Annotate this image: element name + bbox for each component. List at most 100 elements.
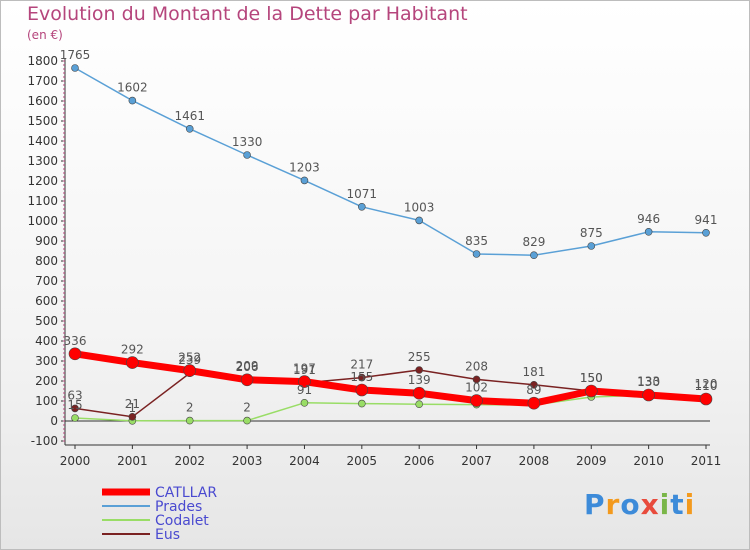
data-label: 150	[580, 371, 603, 385]
y-tick-label: 400	[35, 334, 58, 348]
data-point-codalet	[358, 399, 366, 408]
data-point-catllar	[470, 394, 483, 407]
y-tick-label: 0	[50, 414, 58, 428]
data-point-catllar	[642, 388, 655, 402]
y-tick-label: 500	[35, 314, 58, 328]
data-label: 21	[125, 397, 140, 411]
data-point-catllar	[298, 375, 311, 388]
chart-title: Evolution du Montant de la Dette par Hab…	[27, 3, 468, 25]
data-point-eus	[472, 375, 481, 384]
logo-letter: t	[670, 488, 685, 521]
data-label: 2	[186, 401, 194, 415]
data-label: 1330	[232, 135, 263, 149]
x-tick-label: 2006	[404, 454, 435, 468]
data-label: 1602	[117, 81, 148, 95]
data-label: 150	[580, 371, 603, 385]
data-point-prades	[358, 203, 366, 211]
data-point-codalet	[243, 416, 251, 425]
data-point-catllar	[584, 384, 598, 398]
y-tick-label: 1600	[27, 94, 58, 108]
legend-label: Eus	[155, 527, 180, 543]
data-point-catllar	[183, 364, 197, 377]
data-label: 208	[465, 359, 488, 373]
data-label: 336	[64, 334, 87, 348]
data-point-prades	[300, 176, 309, 185]
x-tick-label: 2002	[174, 454, 205, 468]
data-point-codalet	[300, 398, 309, 407]
data-label: 941	[695, 213, 718, 227]
data-label: 102	[465, 381, 488, 395]
logo-letter: o	[620, 488, 641, 521]
data-point-catllar	[699, 392, 713, 406]
legend-label: Codalet	[155, 513, 209, 529]
logo-letter: i	[659, 488, 671, 521]
logo-letter: r	[605, 488, 621, 521]
data-label: 946	[637, 212, 660, 226]
x-tick-label: 2009	[576, 454, 607, 468]
data-point-prades	[243, 151, 251, 159]
data-point-prades	[530, 251, 538, 259]
data-label: 89	[526, 383, 541, 397]
data-label: 2	[243, 401, 251, 415]
data-label: 239	[178, 353, 201, 367]
data-point-prades	[702, 229, 710, 237]
data-label: 292	[121, 343, 144, 357]
data-point-codalet	[71, 414, 79, 422]
data-label: 1461	[174, 109, 205, 123]
data-point-prades	[472, 250, 481, 258]
data-label: 110	[695, 379, 718, 393]
data-point-catllar	[126, 356, 139, 369]
logo-letter: x	[640, 488, 660, 521]
data-label: 1071	[347, 187, 378, 201]
data-label: 130	[637, 375, 660, 389]
y-tick-label: 1100	[27, 194, 58, 208]
data-label: 139	[408, 373, 431, 387]
y-tick-label: 1500	[27, 114, 58, 128]
logo-letter: P	[584, 488, 606, 521]
data-label: 197	[293, 362, 316, 376]
y-tick-label: 600	[35, 294, 58, 308]
y-tick-label: 1700	[27, 74, 58, 88]
y-tick-label: -100	[31, 434, 58, 448]
x-tick-label: 2010	[633, 454, 664, 468]
data-label: 875	[580, 226, 603, 240]
x-tick-label: 2003	[232, 454, 263, 468]
series-line-prades	[74, 67, 707, 256]
y-tick-label: 1800	[27, 54, 58, 68]
data-point-eus	[415, 366, 423, 374]
data-label: 155	[350, 370, 373, 384]
data-label: 206	[236, 360, 259, 374]
data-point-codalet	[185, 416, 194, 425]
y-tick-label: 800	[35, 254, 58, 268]
y-tick-label: 1400	[27, 134, 58, 148]
series-line-codalet	[74, 394, 707, 422]
y-tick-label: 1200	[27, 174, 58, 188]
data-label: 209	[236, 359, 259, 373]
data-label: 181	[522, 365, 545, 379]
x-tick-label: 2011	[691, 454, 722, 468]
x-tick-label: 2005	[347, 454, 378, 468]
data-point-catllar	[68, 347, 82, 361]
data-point-prades	[71, 64, 79, 72]
legend-label: Prades	[155, 499, 202, 515]
x-tick-label: 2000	[60, 454, 91, 468]
data-label: 133	[637, 374, 660, 388]
data-point-prades	[185, 125, 194, 133]
x-tick-label: 2001	[117, 454, 148, 468]
chart-unit-label: (en €)	[27, 28, 63, 42]
data-point-prades	[644, 228, 653, 236]
data-label: 1203	[289, 160, 320, 174]
data-label: 1003	[404, 200, 435, 214]
data-point-prades	[415, 216, 423, 225]
data-point-prades	[587, 242, 596, 250]
data-label: 15	[67, 398, 82, 412]
data-label: 255	[408, 350, 431, 364]
data-point-codalet	[415, 400, 423, 409]
y-tick-label: 900	[35, 234, 58, 248]
data-point-catllar	[240, 373, 254, 387]
y-tick-label: 300	[35, 354, 58, 368]
logo-letter: i	[684, 488, 696, 521]
y-tick-label: 200	[35, 374, 58, 388]
